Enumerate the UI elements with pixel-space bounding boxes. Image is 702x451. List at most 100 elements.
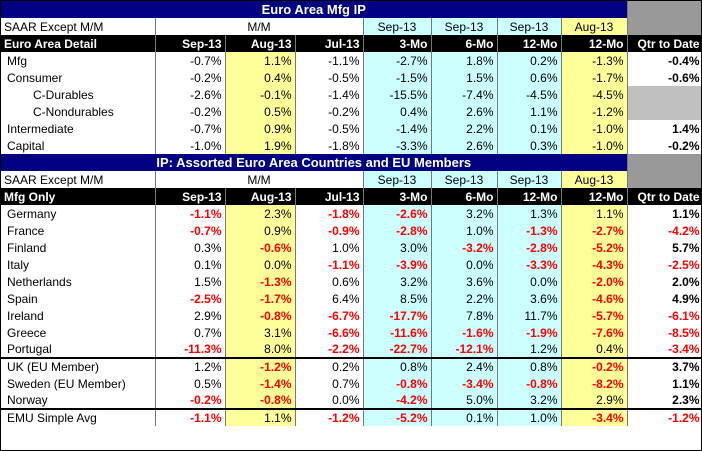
value-cell: -4.5% [497, 86, 562, 103]
value-cell: -1.3% [225, 273, 296, 290]
value-cell: 11.7% [497, 307, 562, 324]
column-header: 6-Mo [431, 188, 498, 205]
value-cell: 0.3% [155, 239, 226, 256]
value-cell [627, 103, 701, 120]
value-cell: 2.3% [225, 205, 296, 222]
top-section-title: Euro Area Mfg IP [1, 1, 628, 18]
value-cell: 1.1% [627, 205, 701, 222]
row-group-label: Euro Area Detail [1, 35, 156, 52]
column-header: 12-Mo [497, 188, 562, 205]
table-row: Sweden (EU Member) 0.5% -1.4% 0.7% -0.8% -3.4… [1, 375, 701, 392]
value-cell: -3.3% [363, 137, 432, 154]
value-cell: -4.2% [627, 222, 701, 239]
value-cell: -0.2% [295, 103, 364, 120]
value-cell: -1.5% [363, 69, 432, 86]
table-row: Intermediate -0.7% 0.9% -0.5% -1.4% 2.2% 0.1% -… [1, 120, 701, 137]
value-cell: 0.0% [225, 256, 296, 273]
row-label: Intermediate [1, 120, 156, 137]
value-cell: -1.4% [363, 120, 432, 137]
mm-label: M/M [155, 18, 364, 35]
period-date-label: Sep-13 [363, 171, 432, 188]
value-cell: -0.7% [155, 120, 226, 137]
value-cell: -1.3% [561, 52, 628, 69]
value-cell: -4.3% [561, 256, 628, 273]
row-label: C-Nondurables [1, 103, 156, 120]
saar-label: SAAR Except M/M [1, 171, 156, 188]
value-cell: 2.2% [431, 290, 498, 307]
value-cell: -0.4% [627, 52, 701, 69]
section-corner-cell [627, 1, 701, 18]
row-label: France [1, 222, 156, 239]
period-date-label: Sep-13 [431, 18, 498, 35]
column-header: 3-Mo [363, 188, 432, 205]
value-cell: -6.7% [295, 307, 364, 324]
value-cell: 1.5% [155, 273, 226, 290]
value-cell: 1.9% [225, 137, 296, 154]
table-row: Ireland 2.9% -0.8% -6.7% -17.7% 7.8% 11.7% -5.7… [1, 307, 701, 324]
column-header: 12-Mo [561, 35, 628, 52]
value-cell: 0.9% [225, 120, 296, 137]
row-label: C-Durables [1, 86, 156, 103]
value-cell: 0.4% [561, 341, 628, 358]
value-cell: -3.4% [561, 408, 628, 426]
value-cell: -11.6% [363, 324, 432, 341]
value-cell: 2.6% [431, 137, 498, 154]
value-cell: -1.2% [225, 357, 296, 375]
row-group-label: Mfg Only [1, 188, 156, 205]
value-cell: -0.1% [225, 86, 296, 103]
column-header: Sep-13 [155, 35, 226, 52]
value-cell: -4.6% [561, 290, 628, 307]
value-cell: -1.8% [295, 137, 364, 154]
value-cell: 2.9% [155, 307, 226, 324]
value-cell: -0.6% [627, 69, 701, 86]
value-cell: -6.1% [627, 307, 701, 324]
value-cell: -2.8% [363, 222, 432, 239]
ip-table: Euro Area Mfg IP SAAR Except M/M M/M Sep-13… [1, 1, 701, 426]
value-cell: -1.6% [431, 324, 498, 341]
value-cell: -0.6% [225, 239, 296, 256]
row-label: Finland [1, 239, 156, 256]
column-header: Sep-13 [155, 188, 226, 205]
value-cell: -8.5% [627, 324, 701, 341]
value-cell: -1.3% [497, 222, 562, 239]
table-row: Greece 0.7% 3.1% -6.6% -11.6% -1.6% -1.9% -7.6%… [1, 324, 701, 341]
value-cell: 3.2% [431, 205, 498, 222]
row-label: Sweden (EU Member) [1, 375, 156, 392]
row-label: Consumer [1, 69, 156, 86]
saar-label: SAAR Except M/M [1, 18, 156, 35]
value-cell: 8.5% [363, 290, 432, 307]
value-cell: 4.9% [627, 290, 701, 307]
value-cell: -2.7% [363, 52, 432, 69]
value-cell: 2.9% [561, 392, 628, 409]
row-label: Spain [1, 290, 156, 307]
period-date-label: Sep-13 [363, 18, 432, 35]
period-date-label: Sep-13 [497, 171, 562, 188]
column-header: Jul-13 [295, 35, 364, 52]
value-cell: 1.1% [225, 408, 296, 426]
value-cell: -0.2% [561, 357, 628, 375]
value-cell: -5.2% [363, 408, 432, 426]
value-cell: 0.4% [363, 103, 432, 120]
table-row: EMU Simple Avg -1.1% 1.1% -1.2% -5.2% 0.1% 1.0… [1, 408, 701, 426]
value-cell: -8.2% [561, 375, 628, 392]
value-cell: 0.7% [295, 375, 364, 392]
value-cell: -0.7% [155, 52, 226, 69]
value-cell: 0.2% [497, 52, 562, 69]
value-cell: 0.1% [155, 256, 226, 273]
column-header-row: Mfg Only Sep-13 Aug-13 Jul-13 3-Mo 6-Mo 12-Mo 1… [1, 188, 701, 205]
value-cell: -1.2% [627, 408, 701, 426]
value-cell: 1.4% [627, 120, 701, 137]
value-cell: 1.8% [431, 52, 498, 69]
value-cell: 3.7% [627, 357, 701, 375]
value-cell: -3.3% [497, 256, 562, 273]
value-cell: 5.7% [627, 239, 701, 256]
value-cell: 1.1% [225, 52, 296, 69]
value-cell: 3.6% [431, 273, 498, 290]
value-cell: 2.0% [627, 273, 701, 290]
column-header: 12-Mo [497, 35, 562, 52]
value-cell: -0.8% [363, 375, 432, 392]
value-cell: -0.7% [155, 222, 226, 239]
table-row: UK (EU Member) 1.2% -1.2% 0.2% 0.8% 2.4% 0.8% -… [1, 357, 701, 375]
value-cell: -1.1% [295, 256, 364, 273]
column-header: Aug-13 [225, 35, 296, 52]
